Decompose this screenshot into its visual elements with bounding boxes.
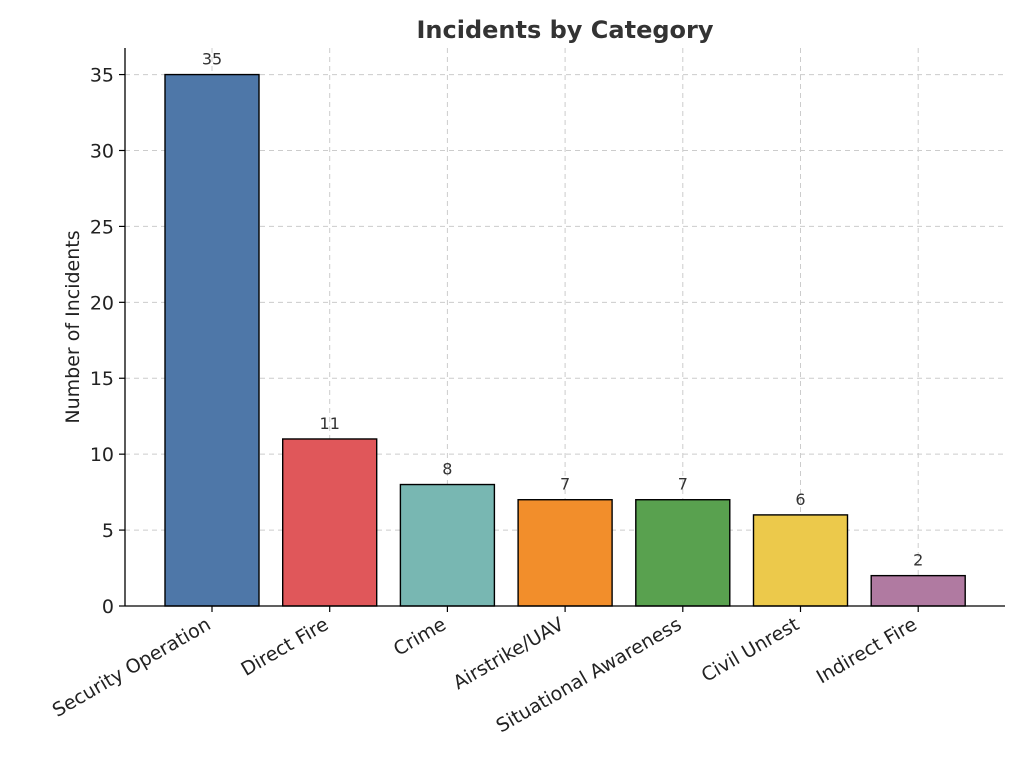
bar [282, 438, 378, 607]
data-label: 8 [442, 460, 452, 479]
y-tick-label: 25 [90, 216, 114, 238]
data-label: 11 [320, 414, 340, 433]
bar [870, 574, 966, 607]
bar [517, 499, 613, 607]
y-tick-label: 0 [102, 596, 114, 618]
y-tick-label: 5 [102, 520, 114, 542]
chart-title: Incidents by Category [416, 16, 713, 44]
y-tick-label: 10 [90, 444, 114, 466]
x-tick-label: Situational Awareness [493, 613, 686, 737]
x-tick-label: Direct Fire [237, 613, 332, 680]
bar [635, 499, 731, 607]
y-tick-label: 30 [90, 140, 114, 162]
y-tick-label: 20 [90, 292, 114, 314]
y-gridlines [125, 74, 1005, 531]
data-labels: 35 11 8 7 7 6 2 [202, 50, 923, 570]
bars [164, 73, 966, 607]
x-tick-label: Indirect Fire [813, 613, 921, 688]
data-label: 7 [678, 475, 688, 494]
x-ticks: Security Operation Direct Fire Crime Airstr… [49, 606, 921, 737]
bar [752, 514, 849, 607]
data-label: 35 [202, 50, 222, 69]
x-tick-label: Security Operation [49, 613, 215, 721]
bar [164, 73, 260, 607]
y-tick-label: 15 [90, 368, 114, 390]
y-ticks: 0 5 10 15 20 25 30 35 [90, 65, 125, 618]
data-label: 6 [795, 490, 805, 509]
x-tick-label: Civil Unrest [698, 613, 803, 686]
x-tick-label: Airstrike/UAV [450, 613, 568, 694]
bar [399, 483, 496, 607]
y-tick-label: 35 [90, 65, 114, 87]
y-axis-label: Number of Incidents [62, 230, 84, 423]
x-tick-label: Crime [390, 613, 450, 660]
data-label: 2 [913, 551, 923, 570]
data-label: 7 [560, 475, 570, 494]
